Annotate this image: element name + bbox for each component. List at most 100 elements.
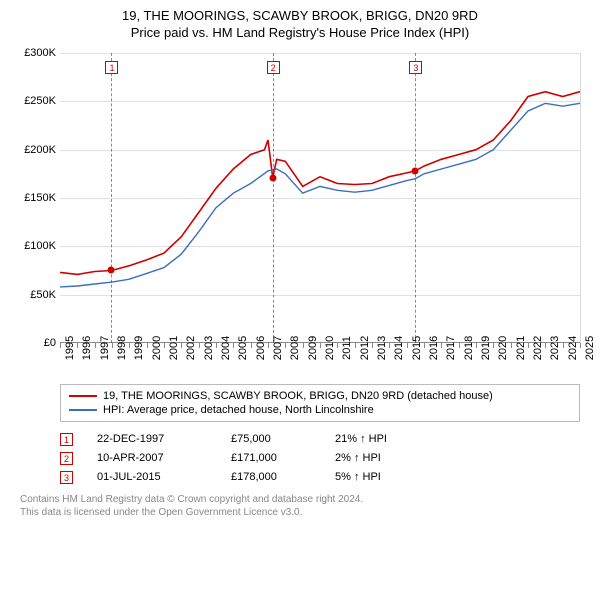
x-tick-label: 2002 xyxy=(185,336,197,360)
marker-label: 3 xyxy=(409,61,422,74)
marker-dot xyxy=(412,167,419,174)
x-tick-label: 2024 xyxy=(567,336,579,360)
x-tick-label: 2003 xyxy=(203,336,215,360)
x-tick xyxy=(251,343,252,348)
gridline xyxy=(60,150,580,151)
x-tick xyxy=(476,343,477,348)
gridline xyxy=(60,101,580,102)
x-tick xyxy=(545,343,546,348)
event-date: 01-JUL-2015 xyxy=(97,471,207,483)
x-tick xyxy=(77,343,78,348)
legend-swatch xyxy=(69,395,97,397)
x-tick xyxy=(147,343,148,348)
legend: 19, THE MOORINGS, SCAWBY BROOK, BRIGG, D… xyxy=(60,384,580,422)
chart-container: 19, THE MOORINGS, SCAWBY BROOK, BRIGG, D… xyxy=(0,0,600,527)
title-line-2: Price paid vs. HM Land Registry's House … xyxy=(10,25,590,40)
event-row: 2 10-APR-2007 £171,000 2% ↑ HPI xyxy=(60,449,580,468)
x-tick xyxy=(372,343,373,348)
x-tick xyxy=(441,343,442,348)
x-tick-label: 2022 xyxy=(532,336,544,360)
x-tick xyxy=(112,343,113,348)
x-tick xyxy=(320,343,321,348)
x-tick-label: 2021 xyxy=(515,336,527,360)
x-tick-label: 2018 xyxy=(463,336,475,360)
plot-region: 1 2 3 xyxy=(60,53,581,343)
x-tick-label: 2017 xyxy=(445,336,457,360)
x-tick xyxy=(181,343,182,348)
event-marker: 2 xyxy=(60,452,73,465)
x-tick xyxy=(580,343,581,348)
x-tick-label: 2007 xyxy=(272,336,284,360)
event-date: 10-APR-2007 xyxy=(97,452,207,464)
y-tick-label: £50K xyxy=(30,289,56,301)
x-tick-label: 2014 xyxy=(393,336,405,360)
x-tick-label: 2015 xyxy=(411,336,423,360)
y-tick-label: £100K xyxy=(24,240,56,252)
marker-label: 2 xyxy=(267,61,280,74)
x-tick-label: 2016 xyxy=(428,336,440,360)
y-tick-label: £300K xyxy=(24,47,56,59)
x-tick xyxy=(285,343,286,348)
x-tick xyxy=(216,343,217,348)
x-tick xyxy=(355,343,356,348)
y-tick-label: £0 xyxy=(44,337,56,349)
event-pct: 5% ↑ HPI xyxy=(335,471,381,483)
x-tick xyxy=(407,343,408,348)
x-tick xyxy=(233,343,234,348)
x-tick-label: 1999 xyxy=(133,336,145,360)
x-tick xyxy=(528,343,529,348)
footer-line-1: Contains HM Land Registry data © Crown c… xyxy=(20,493,580,506)
x-tick xyxy=(303,343,304,348)
x-tick xyxy=(337,343,338,348)
x-tick-label: 2025 xyxy=(584,336,596,360)
footer: Contains HM Land Registry data © Crown c… xyxy=(20,493,580,519)
x-tick-label: 2019 xyxy=(480,336,492,360)
x-tick xyxy=(424,343,425,348)
event-price: £178,000 xyxy=(231,471,311,483)
x-tick xyxy=(389,343,390,348)
x-tick xyxy=(199,343,200,348)
x-tick-label: 2005 xyxy=(237,336,249,360)
x-tick xyxy=(129,343,130,348)
marker-label: 1 xyxy=(105,61,118,74)
event-pct: 21% ↑ HPI xyxy=(335,433,387,445)
legend-row: HPI: Average price, detached house, Nort… xyxy=(69,403,571,417)
events-table: 122-DEC-1997£75,00021% ↑ HPI210-APR-2007… xyxy=(60,430,580,487)
marker-dot xyxy=(108,267,115,274)
x-tick-label: 1995 xyxy=(64,336,76,360)
x-tick xyxy=(268,343,269,348)
gridline xyxy=(60,198,580,199)
x-tick-label: 1997 xyxy=(99,336,111,360)
legend-label: 19, THE MOORINGS, SCAWBY BROOK, BRIGG, D… xyxy=(103,390,493,402)
event-date: 22-DEC-1997 xyxy=(97,433,207,445)
x-tick-label: 2004 xyxy=(220,336,232,360)
x-tick xyxy=(95,343,96,348)
event-price: £75,000 xyxy=(231,433,311,445)
gridline xyxy=(60,246,580,247)
x-tick-label: 2010 xyxy=(324,336,336,360)
x-tick xyxy=(459,343,460,348)
x-tick-label: 2011 xyxy=(341,336,353,360)
x-tick xyxy=(164,343,165,348)
x-tick-label: 2000 xyxy=(151,336,163,360)
marker-dot xyxy=(269,174,276,181)
x-tick-label: 2012 xyxy=(359,336,371,360)
event-price: £171,000 xyxy=(231,452,311,464)
event-marker: 3 xyxy=(60,471,73,484)
event-row: 122-DEC-1997£75,00021% ↑ HPI xyxy=(60,430,580,449)
x-tick-label: 2013 xyxy=(376,336,388,360)
chart-area: £0£50K£100K£150K£200K£250K£300K 123 1995… xyxy=(10,48,590,378)
y-tick-label: £250K xyxy=(24,95,56,107)
marker-vline xyxy=(273,53,274,343)
gridline xyxy=(60,295,580,296)
title-line-1: 19, THE MOORINGS, SCAWBY BROOK, BRIGG, D… xyxy=(10,8,590,25)
footer-line-2: This data is licensed under the Open Gov… xyxy=(20,506,580,519)
x-tick-label: 2008 xyxy=(289,336,301,360)
x-tick xyxy=(511,343,512,348)
x-tick-label: 1998 xyxy=(116,336,128,360)
marker-vline xyxy=(111,53,112,343)
gridline xyxy=(60,53,580,54)
event-pct: 2% ↑ HPI xyxy=(335,452,381,464)
x-tick-label: 2009 xyxy=(307,336,319,360)
legend-label: HPI: Average price, detached house, Nort… xyxy=(103,404,374,416)
